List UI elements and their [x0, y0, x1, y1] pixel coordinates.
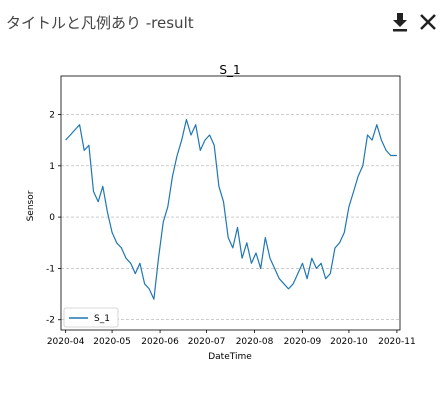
y-tick-label: -2: [46, 316, 55, 326]
x-tick-label: 2020-10: [330, 337, 368, 347]
window-title: タイトルと凡例あり -result: [6, 14, 194, 32]
legend-label-s1: S_1: [94, 314, 110, 324]
window-header: タイトルと凡例あり -result: [0, 0, 443, 46]
chart-title: S_1: [219, 63, 240, 77]
x-tick-label: 2020-08: [236, 337, 274, 347]
download-icon: [393, 13, 407, 32]
legend-box: [63, 307, 119, 328]
line-chart: S_1 -2 -1 0 1 2 2020-04 2020-05 2020-06 2020-07…: [26, 63, 416, 362]
x-tick-label: 2020-11: [378, 337, 416, 347]
x-tick-label: 2020-09: [284, 337, 322, 347]
close-icon: [420, 14, 436, 30]
y-tick-label: 0: [49, 213, 55, 223]
y-tick-label: 2: [49, 110, 55, 120]
x-tick-label: 2020-04: [47, 337, 85, 347]
y-tick-label: 1: [49, 162, 55, 172]
chart-container: S_1 -2 -1 0 1 2 2020-04 2020-05 2020-06 2020-07…: [0, 46, 443, 402]
x-axis-label: DateTime: [208, 352, 252, 362]
grid-lines: [61, 114, 400, 321]
y-axis-label: Sensor: [26, 190, 36, 221]
series-line-s1: [65, 119, 397, 300]
x-tick-label: 2020-07: [188, 337, 226, 347]
download-button[interactable]: [388, 10, 412, 34]
x-tick-label: 2020-06: [141, 337, 179, 347]
close-button[interactable]: [416, 10, 440, 34]
y-tick-label: -1: [46, 264, 55, 274]
legend: S_1: [63, 307, 119, 328]
x-tick-label: 2020-05: [93, 337, 131, 347]
x-axis-ticks: 2020-04 2020-05 2020-06 2020-07 2020-08 2020-…: [47, 330, 416, 347]
plot-frame: [60, 75, 401, 331]
y-axis-ticks: -2 -1 0 1 2: [46, 110, 61, 326]
